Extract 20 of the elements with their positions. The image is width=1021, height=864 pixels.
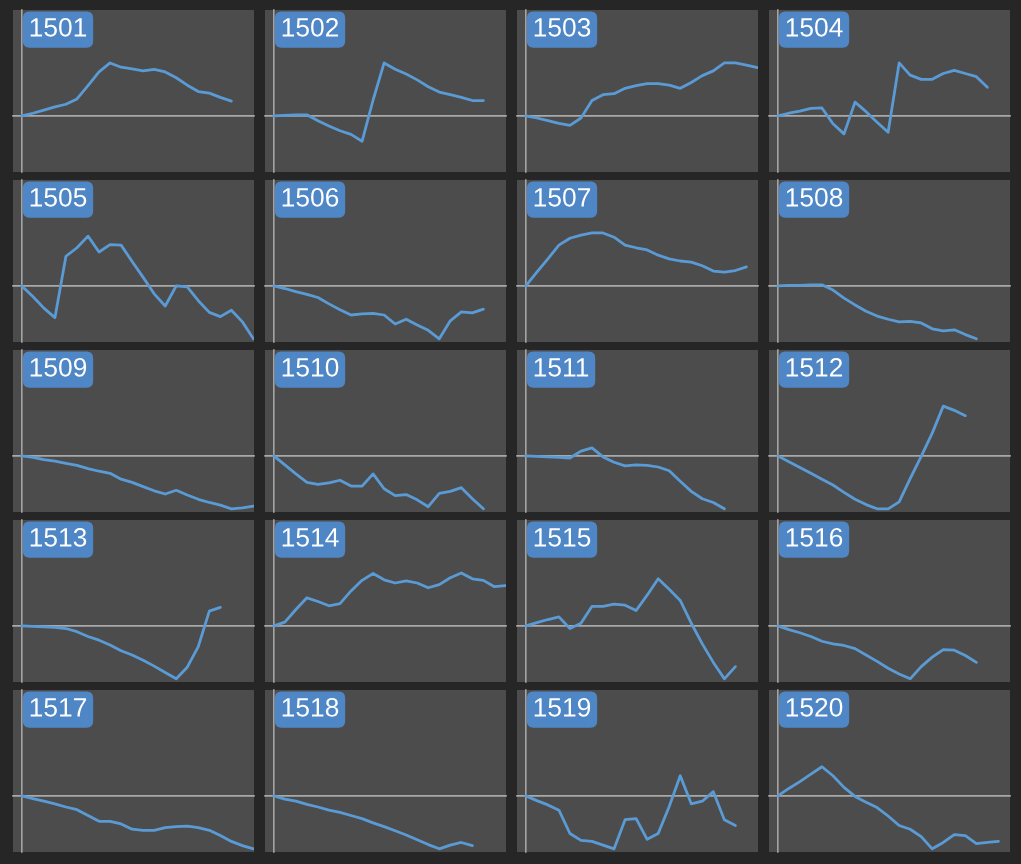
chart-title: 1520 — [786, 697, 843, 717]
chart-title: 1506 — [282, 187, 339, 207]
chart-title: 1507 — [534, 187, 591, 207]
chart-title: 1518 — [282, 697, 339, 717]
chart-title: 1505 — [30, 187, 87, 207]
chart-title: 1509 — [30, 357, 87, 377]
chart-title: 1511 — [534, 358, 589, 377]
chart-title: 1510 — [282, 357, 339, 377]
chart-title: 1517 — [30, 698, 87, 717]
chart-title: 1516 — [786, 527, 843, 547]
chart-title: 1512 — [786, 357, 843, 377]
chart-title: 1513 — [30, 527, 87, 547]
chart-title: 1503 — [534, 17, 591, 37]
chart-title: 1501 — [30, 17, 87, 37]
chart-title: 1508 — [786, 187, 843, 207]
chart-title: 1515 — [534, 528, 591, 547]
chart-title: 1502 — [282, 17, 339, 37]
chart-title: 1519 — [534, 697, 591, 717]
chart-title: 1504 — [786, 17, 843, 37]
chart-title: 1514 — [282, 528, 339, 547]
